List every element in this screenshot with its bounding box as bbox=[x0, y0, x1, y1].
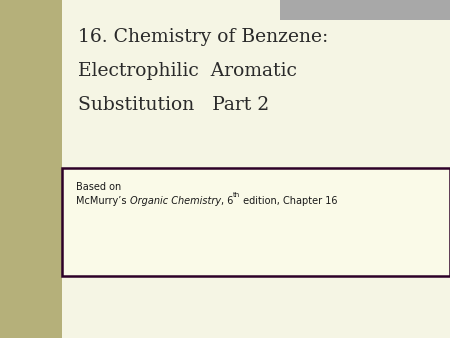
Text: McMurry’s: McMurry’s bbox=[76, 196, 130, 206]
Bar bbox=[280, 0, 450, 20]
Text: 16. Chemistry of Benzene:: 16. Chemistry of Benzene: bbox=[78, 28, 328, 46]
Text: Organic Chemistry: Organic Chemistry bbox=[130, 196, 221, 206]
Text: , 6: , 6 bbox=[221, 196, 233, 206]
Text: edition, Chapter 16: edition, Chapter 16 bbox=[240, 196, 338, 206]
Bar bbox=[62, 168, 450, 276]
Text: Electrophilic  Aromatic: Electrophilic Aromatic bbox=[78, 62, 297, 80]
Text: th: th bbox=[233, 192, 240, 198]
Text: Based on: Based on bbox=[76, 182, 121, 192]
Text: Substitution   Part 2: Substitution Part 2 bbox=[78, 96, 269, 114]
Bar bbox=[0, 0, 62, 338]
